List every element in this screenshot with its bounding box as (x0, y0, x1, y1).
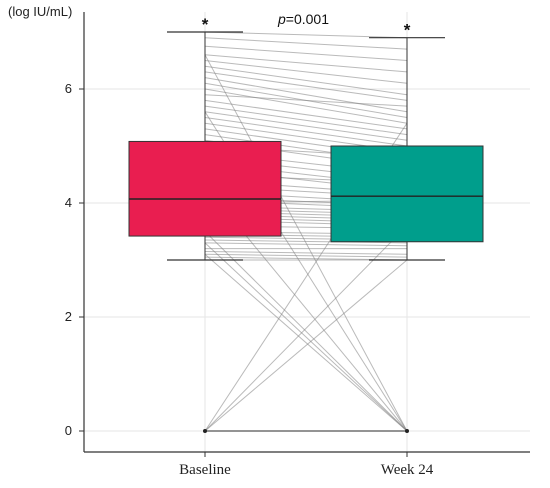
p-value-text: =0.001 (286, 11, 329, 27)
paired-line (204, 111, 408, 141)
y-tick-label: 4 (65, 195, 72, 210)
paired-line (204, 54, 408, 432)
significance-star: * (202, 15, 209, 34)
significance-star: * (404, 21, 411, 40)
paired-line (204, 71, 408, 101)
paired-line (204, 37, 408, 50)
x-tick-label: Week 24 (381, 462, 434, 478)
paired-line (204, 231, 408, 432)
paired-line (204, 239, 408, 244)
paired-line (204, 225, 408, 432)
outlier-point (405, 429, 409, 433)
paired-line (204, 253, 408, 258)
paired-line (204, 60, 408, 84)
paired-line (204, 250, 408, 255)
y-tick-label: 6 (65, 81, 72, 96)
box (128, 140, 282, 237)
paired-line (204, 117, 408, 147)
p-symbol: p (277, 11, 286, 27)
paired-line (204, 94, 408, 107)
y-tick-label: 0 (65, 423, 72, 438)
paired-line (204, 54, 408, 73)
paired-line (204, 259, 408, 432)
paired-line (204, 88, 408, 124)
y-tick-label: 2 (65, 309, 72, 324)
paired-line (204, 77, 408, 113)
axes: 0 2 4 6 Baseline Week 24 (65, 12, 530, 478)
paired-line (204, 242, 408, 247)
paired-line (204, 99, 408, 130)
paired-line (204, 105, 408, 136)
paired-line (204, 45, 408, 61)
paired-line (204, 242, 408, 432)
boxes: * * (128, 15, 484, 433)
paired-line (204, 31, 408, 39)
paired-line (204, 253, 408, 432)
y-axis-label: (log IU/mL) (8, 4, 72, 19)
p-value-annotation: p=0.001 (277, 11, 329, 27)
outlier-point (203, 429, 207, 433)
x-tick-label: Baseline (179, 462, 231, 478)
box (330, 145, 484, 243)
paired-line (204, 65, 408, 96)
